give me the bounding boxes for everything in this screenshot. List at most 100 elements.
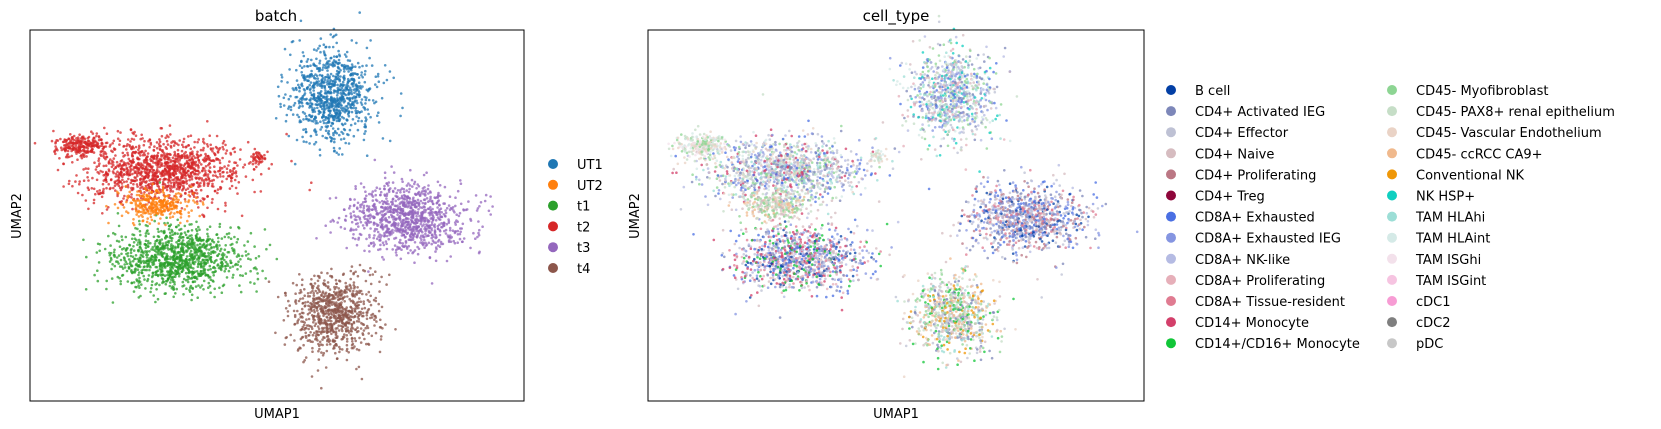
scatter-point [317, 47, 320, 50]
scatter-point [345, 104, 349, 108]
scatter-point [472, 231, 475, 235]
scatter-point [203, 142, 206, 145]
scatter-point [345, 291, 348, 294]
scatter-point [229, 237, 233, 240]
scatter-point [328, 45, 331, 49]
scatter-point [129, 140, 132, 143]
scatter-point [329, 109, 332, 112]
scatter-point [319, 128, 322, 131]
scatter-point [209, 170, 212, 174]
scatter-point [169, 181, 173, 185]
scatter-point [188, 258, 191, 261]
scatter-point [101, 212, 104, 215]
scatter-point [226, 262, 229, 266]
scatter-point [432, 216, 435, 219]
scatter-point [456, 233, 460, 236]
scatter-point [391, 189, 395, 193]
scatter-point [197, 138, 200, 141]
scatter-point [106, 173, 109, 177]
scatter-point [131, 172, 134, 176]
scatter-point [310, 69, 313, 73]
scatter-point [311, 110, 315, 114]
scatter-point [305, 318, 308, 321]
scatter-point [208, 166, 212, 169]
scatter-point [345, 358, 349, 362]
scatter-point [394, 248, 398, 252]
scatter-point [297, 318, 300, 321]
scatter-point [344, 141, 348, 145]
scatter-point [419, 222, 423, 226]
scatter-point [326, 281, 330, 284]
scatter-point [378, 290, 381, 293]
scatter-point [171, 244, 175, 248]
scatter-point [325, 326, 328, 329]
scatter-point [300, 71, 304, 74]
scatter-point [126, 138, 130, 141]
scatter-point [355, 312, 359, 316]
scatter-point [169, 247, 172, 251]
scatter-point [377, 235, 380, 238]
scatter-point [322, 113, 325, 116]
scatter-point [182, 137, 186, 141]
scatter-point [218, 159, 221, 162]
scatter-point [119, 282, 122, 286]
scatter-point [325, 349, 329, 353]
scatter-point [188, 190, 191, 194]
scatter-point [140, 133, 143, 137]
scatter-point [377, 309, 381, 313]
scatter-point [147, 192, 151, 195]
scatter-point [320, 94, 323, 97]
scatter-point [119, 180, 122, 183]
scatter-point [189, 265, 192, 269]
scatter-point [164, 241, 168, 244]
scatter-point [84, 288, 88, 291]
scatter-point [345, 118, 348, 121]
scatter-point [135, 278, 138, 281]
scatter-point [160, 229, 163, 233]
scatter-point [317, 112, 321, 116]
scatter-point [313, 324, 317, 328]
scatter-point [129, 128, 133, 131]
scatter-point [367, 332, 371, 335]
scatter-point [329, 220, 333, 223]
scatter-point [182, 186, 186, 189]
scatter-point [181, 189, 184, 192]
scatter-point [345, 329, 348, 333]
scatter-point [167, 241, 170, 244]
scatter-point [198, 245, 202, 249]
scatter-point [206, 206, 209, 210]
scatter-point [209, 243, 212, 247]
scatter-point [312, 291, 316, 295]
scatter-point [133, 179, 136, 183]
scatter-point [355, 243, 359, 247]
scatter-point [328, 111, 332, 115]
scatter-point [376, 75, 380, 78]
scatter-point [378, 187, 382, 191]
scatter-point [177, 266, 180, 269]
scatter-point [399, 92, 403, 95]
scatter-point [207, 251, 210, 255]
scatter-point [137, 151, 140, 154]
scatter-point [360, 103, 364, 106]
scatter-point [298, 85, 301, 89]
scatter-point [391, 211, 395, 214]
scatter-point [165, 216, 168, 219]
scatter-point [325, 103, 329, 106]
scatter-point [365, 154, 369, 157]
scatter-point [202, 271, 205, 275]
scatter-point [191, 167, 194, 170]
scatter-point [411, 214, 415, 218]
scatter-point [155, 182, 159, 185]
scatter-point [209, 143, 212, 147]
scatter-point [160, 149, 164, 153]
scatter-point [437, 238, 441, 242]
scatter-point [178, 238, 181, 242]
scatter-point [355, 92, 359, 96]
scatter-point [317, 312, 320, 315]
scatter-point [362, 314, 365, 318]
scatter-point [370, 242, 373, 245]
scatter-point [360, 377, 364, 381]
scatter-point [337, 329, 341, 332]
scatter-point [172, 254, 176, 258]
scatter-point [220, 260, 224, 264]
